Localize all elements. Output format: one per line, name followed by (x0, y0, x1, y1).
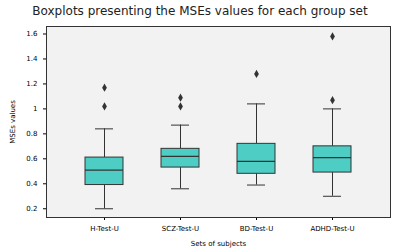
svg-text:ADHD-Test-U: ADHD-Test-U (310, 225, 354, 233)
svg-text:1.6: 1.6 (26, 30, 38, 38)
svg-text:0.8: 0.8 (26, 130, 37, 138)
svg-text:1: 1 (33, 105, 37, 113)
html-text:Boxplots presenting the MSEs v: Boxplots presenting the MSEs values for … (32, 4, 368, 18)
svg-text:BD-Test-U: BD-Test-U (240, 225, 274, 233)
svg-text:0.2: 0.2 (26, 205, 37, 213)
svg-text:H-Test-U: H-Test-U (90, 225, 119, 233)
svg-text:SCZ-Test-U: SCZ-Test-U (162, 225, 199, 233)
svg-text:1.2: 1.2 (26, 80, 37, 88)
svg-text:0.6: 0.6 (26, 155, 38, 163)
svg-text:0.4: 0.4 (26, 180, 38, 188)
svg-text:MSEs values: MSEs values (9, 100, 17, 144)
svg-text:1.4: 1.4 (26, 55, 38, 63)
svg-text:Sets of subjects: Sets of subjects (191, 240, 247, 248)
